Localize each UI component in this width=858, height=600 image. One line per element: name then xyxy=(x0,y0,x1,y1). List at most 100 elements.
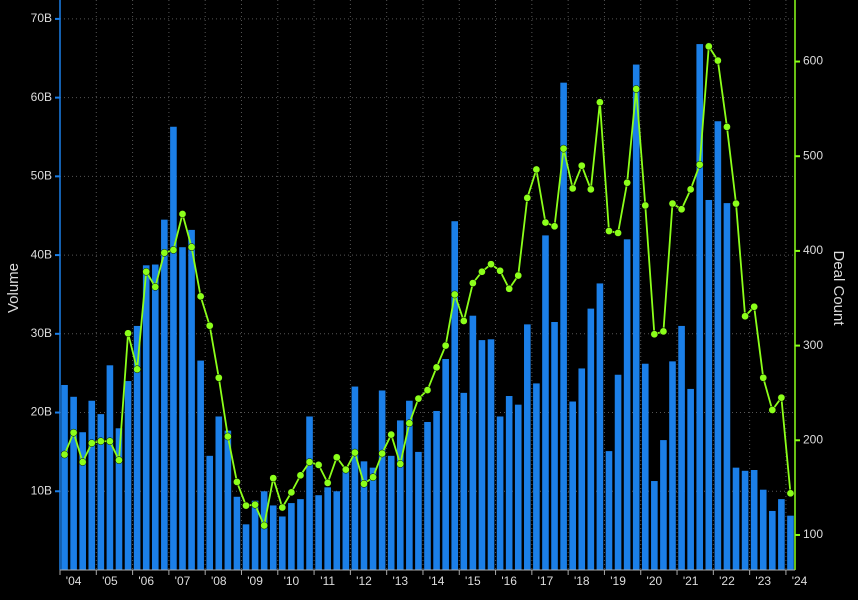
bar xyxy=(279,516,286,570)
bar xyxy=(569,401,576,570)
point xyxy=(260,521,269,530)
bar xyxy=(242,524,250,570)
point xyxy=(568,184,577,193)
point xyxy=(704,42,713,51)
bar xyxy=(750,470,758,570)
point xyxy=(214,373,223,382)
point xyxy=(323,479,332,487)
bar xyxy=(179,247,186,570)
bar xyxy=(97,414,105,570)
bar xyxy=(451,221,459,570)
point xyxy=(768,406,777,414)
point xyxy=(396,460,405,468)
point xyxy=(360,479,368,488)
point xyxy=(723,123,731,131)
y-tick-label: 70B xyxy=(31,11,52,25)
bar xyxy=(560,82,567,571)
bar xyxy=(288,503,295,570)
bar xyxy=(79,432,86,570)
bar xyxy=(442,359,449,570)
y2-tick-label: 400 xyxy=(803,243,823,257)
bar xyxy=(714,121,722,570)
bar xyxy=(124,381,132,570)
point xyxy=(659,327,668,336)
bar xyxy=(297,499,304,570)
bar xyxy=(115,428,123,570)
y-tick-label: 60B xyxy=(31,90,52,104)
point xyxy=(351,448,359,457)
bar xyxy=(533,383,540,570)
bar xyxy=(505,396,513,570)
point xyxy=(151,283,160,291)
x-tick-label: '15 xyxy=(465,574,481,588)
point xyxy=(423,386,432,394)
bar xyxy=(551,322,558,570)
bar xyxy=(514,404,522,570)
y-axis-title: Volume xyxy=(5,263,22,313)
x-tick-label: '17 xyxy=(538,574,554,588)
y2-tick-label: 300 xyxy=(803,338,823,352)
y2-tick-label: 100 xyxy=(803,527,823,541)
bar xyxy=(478,340,486,570)
bar xyxy=(587,308,595,570)
point xyxy=(278,503,287,512)
point xyxy=(550,222,559,231)
point xyxy=(478,267,486,276)
x-tick-label: '14 xyxy=(429,574,445,588)
bar xyxy=(415,451,422,570)
point xyxy=(69,428,78,437)
point xyxy=(387,430,396,439)
point xyxy=(133,365,141,374)
point xyxy=(251,500,259,509)
bar xyxy=(378,390,386,570)
bar xyxy=(197,360,204,570)
y2-tick-label: 200 xyxy=(803,432,823,446)
point xyxy=(169,246,178,254)
point xyxy=(369,473,377,482)
bar xyxy=(460,392,468,570)
bar xyxy=(170,126,177,570)
point xyxy=(532,165,541,174)
point xyxy=(450,290,459,299)
point xyxy=(414,394,423,403)
bar xyxy=(542,235,549,570)
bar xyxy=(496,416,504,570)
bar xyxy=(360,461,368,570)
point xyxy=(269,474,278,483)
bar xyxy=(632,64,640,570)
point xyxy=(695,160,704,169)
bar xyxy=(88,400,96,570)
point xyxy=(296,471,305,480)
bar xyxy=(215,416,223,570)
point xyxy=(233,478,241,486)
bar xyxy=(251,500,259,570)
point xyxy=(586,185,595,194)
bar xyxy=(133,325,141,570)
bar xyxy=(351,386,359,570)
point xyxy=(459,317,468,325)
point xyxy=(505,284,514,293)
bar xyxy=(778,499,785,570)
x-tick-label: '24 xyxy=(792,574,808,588)
x-tick-label: '18 xyxy=(574,574,590,588)
point xyxy=(441,341,450,350)
x-tick-label: '06 xyxy=(138,574,154,588)
point xyxy=(577,161,586,170)
bar xyxy=(315,495,322,570)
point xyxy=(759,373,768,382)
bar xyxy=(387,455,395,570)
bar xyxy=(687,388,694,570)
bar xyxy=(233,496,241,570)
point xyxy=(469,279,477,287)
point xyxy=(242,501,250,510)
x-tick-label: '13 xyxy=(392,574,408,588)
point xyxy=(632,85,641,93)
bar xyxy=(206,455,214,570)
bar xyxy=(324,487,331,570)
point xyxy=(196,292,205,301)
point xyxy=(205,321,214,330)
point xyxy=(142,267,151,276)
bar xyxy=(188,229,195,570)
bar xyxy=(224,430,232,570)
